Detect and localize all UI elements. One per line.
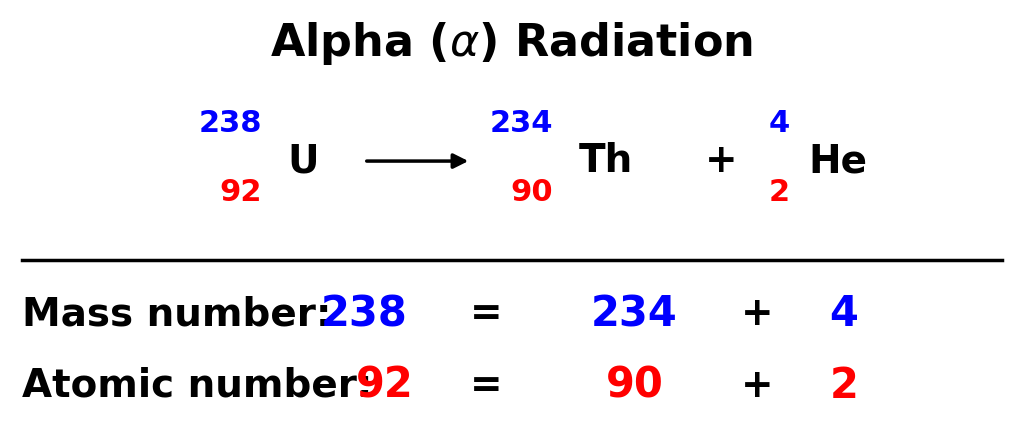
Text: 4: 4 (829, 294, 858, 335)
Text: He: He (808, 142, 867, 180)
Text: 238: 238 (321, 294, 408, 335)
Text: +: + (740, 295, 773, 333)
Text: Mass number:: Mass number: (22, 295, 332, 333)
Text: =: = (470, 295, 503, 333)
Text: Alpha ($\alpha$) Radiation: Alpha ($\alpha$) Radiation (270, 20, 754, 67)
Text: Atomic number:: Atomic number: (22, 367, 373, 405)
Text: 234: 234 (591, 294, 678, 335)
Text: 234: 234 (489, 109, 553, 138)
Text: 2: 2 (769, 178, 790, 207)
Text: 92: 92 (219, 178, 262, 207)
Text: Th: Th (579, 142, 633, 180)
Text: 90: 90 (605, 365, 664, 407)
Text: 2: 2 (829, 365, 858, 407)
Text: 90: 90 (510, 178, 553, 207)
Text: =: = (470, 367, 503, 405)
Text: +: + (706, 142, 737, 180)
Text: U: U (288, 142, 318, 180)
Text: 92: 92 (355, 365, 414, 407)
Text: 4: 4 (769, 109, 790, 138)
Text: +: + (740, 367, 773, 405)
Text: 238: 238 (199, 109, 262, 138)
